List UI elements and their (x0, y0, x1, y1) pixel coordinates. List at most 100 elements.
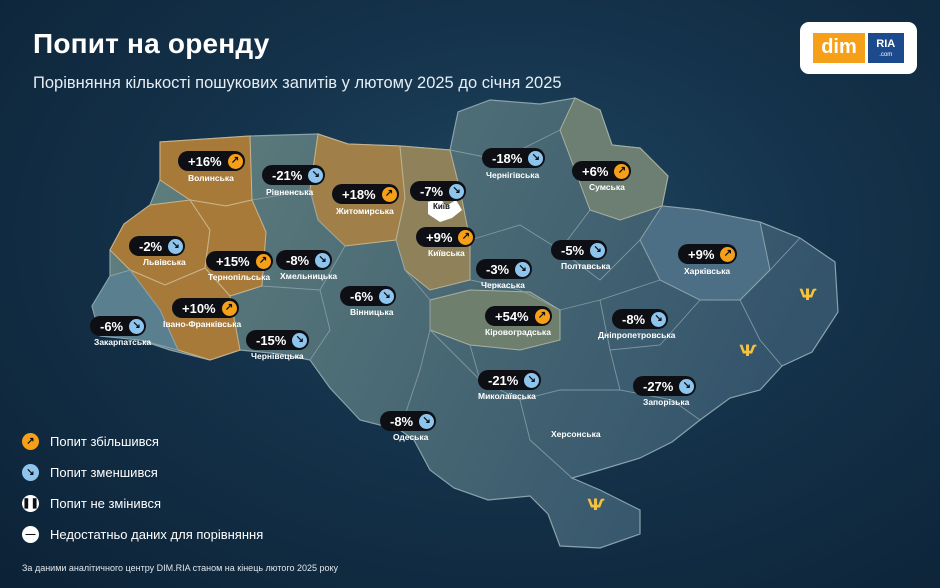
change-value: -5% (561, 242, 585, 258)
region-name: Дніпропетровська (598, 330, 676, 340)
region-name: Запорізька (643, 397, 690, 407)
arrow-down-right-icon: ↘ (292, 332, 308, 348)
arrow-down-right-icon: ↘ (129, 318, 145, 334)
change-value: +6% (582, 163, 609, 179)
change-value: -15% (256, 332, 287, 348)
page-title: Попит на оренду (33, 28, 270, 59)
region-name: Волинська (188, 173, 234, 183)
region-name: Херсонська (551, 429, 601, 439)
logo-dim: dim (813, 33, 865, 63)
region-name: Хмельницька (280, 271, 338, 281)
change-value: +16% (188, 153, 222, 169)
region-name: Вінницька (350, 307, 394, 317)
change-value: -27% (643, 378, 674, 394)
region-name: Львівська (143, 257, 186, 267)
change-badge: +15% ↗ (206, 251, 273, 271)
logo-ria-text: RIA (876, 37, 896, 50)
change-badge: -6% ↘ (90, 316, 147, 336)
trident-icons: Ѱ Ѱ Ѱ (587, 285, 816, 514)
change-badge: +9% ↗ (416, 227, 476, 247)
arrow-down-right-icon: ↘ (308, 167, 324, 183)
pause-icon: ❚❚ (22, 495, 39, 512)
arrow-up-right-icon: ↗ (381, 186, 397, 202)
arrow-down-right-icon: ↘ (449, 183, 465, 199)
arrow-down-right-icon: ↘ (379, 288, 395, 304)
change-badge: -8% ↘ (380, 411, 437, 431)
arrow-down-right-icon: ↘ (590, 242, 606, 258)
change-value: -6% (100, 318, 124, 334)
change-badge: -7% ↘ (410, 181, 467, 201)
region-name: Харківська (684, 266, 731, 276)
region-name: Полтавська (561, 261, 611, 271)
change-badge: -6% ↘ (340, 286, 397, 306)
arrow-down-right-icon: ↘ (168, 238, 184, 254)
minus-icon: — (22, 526, 39, 543)
region-name: Івано-Франківська (163, 319, 242, 329)
legend-item: ❚❚ Попит не змінився (22, 488, 263, 519)
legend-label: Недостатньо даних для порівняння (50, 527, 264, 542)
change-value: -2% (139, 238, 163, 254)
region-name: Київ (433, 202, 450, 211)
arrow-down-right-icon: ↘ (22, 464, 39, 481)
change-badge: -18% ↘ (482, 148, 546, 168)
change-badge: -8% ↘ (612, 309, 669, 329)
arrow-down-right-icon: ↘ (651, 311, 667, 327)
change-value: +10% (182, 300, 216, 316)
arrow-down-right-icon: ↘ (515, 261, 531, 277)
svg-text:Ѱ: Ѱ (739, 341, 756, 360)
logo-ria-sub: .com (879, 51, 893, 58)
arrow-up-right-icon: ↗ (22, 433, 39, 450)
legend-item: ↗ Попит збільшився (22, 426, 263, 457)
logo-ria: RIA .com (867, 33, 904, 63)
legend-item: ↘ Попит зменшився (22, 457, 263, 488)
change-value: -21% (488, 372, 519, 388)
change-badge: -5% ↘ (551, 240, 608, 260)
change-value: +9% (426, 229, 453, 245)
page-subtitle: Порівняння кількості пошукових запитів у… (33, 74, 562, 92)
change-badge: +9% ↗ (678, 244, 738, 264)
kyiv-city-shape (428, 198, 462, 222)
change-value: +54% (495, 308, 529, 324)
change-value: -21% (272, 167, 303, 183)
region-name: Миколаївська (478, 391, 536, 401)
change-badge: -27% ↘ (633, 376, 697, 396)
arrow-down-right-icon: ↘ (315, 252, 331, 268)
svg-text:Ѱ: Ѱ (587, 495, 604, 514)
region-name: Житомирська (336, 206, 394, 216)
dimria-logo[interactable]: dim RIA .com (800, 22, 917, 74)
region-name: Сумська (589, 182, 625, 192)
source-note: За даними аналітичного центру DIM.RIA ст… (22, 563, 339, 573)
change-badge: -8% ↘ (276, 250, 333, 270)
legend-label: Попит зменшився (50, 465, 158, 480)
change-value: +9% (688, 246, 715, 262)
change-value: +18% (342, 186, 376, 202)
arrow-up-right-icon: ↗ (534, 308, 550, 324)
change-value: -3% (486, 261, 510, 277)
change-badge: +16% ↗ (178, 151, 245, 171)
region-name: Черкаська (481, 280, 525, 290)
legend: ↗ Попит збільшився ↘ Попит зменшився ❚❚ … (22, 426, 263, 550)
arrow-up-right-icon: ↗ (227, 153, 243, 169)
legend-label: Попит збільшився (50, 434, 159, 449)
change-value: -8% (390, 413, 414, 429)
change-badge: +6% ↗ (572, 161, 632, 181)
arrow-down-right-icon: ↘ (679, 378, 695, 394)
change-badge: +10% ↗ (172, 298, 239, 318)
region-name: Закарпатська (94, 337, 152, 347)
change-value: -18% (492, 150, 523, 166)
arrow-up-right-icon: ↗ (255, 253, 271, 269)
arrow-up-right-icon: ↗ (720, 246, 736, 262)
legend-label: Попит не змінився (50, 496, 161, 511)
legend-item: — Недостатньо даних для порівняння (22, 519, 263, 550)
change-value: -6% (350, 288, 374, 304)
region-name: Кіровоградська (485, 327, 551, 337)
change-badge: -2% ↘ (129, 236, 186, 256)
region-name: Одеська (393, 432, 429, 442)
region-name: Чернівецька (251, 351, 304, 361)
change-badge: -21% ↘ (478, 370, 542, 390)
arrow-up-right-icon: ↗ (458, 229, 474, 245)
svg-text:Ѱ: Ѱ (799, 285, 816, 304)
change-badge: -21% ↘ (262, 165, 326, 185)
arrow-up-right-icon: ↗ (614, 163, 630, 179)
